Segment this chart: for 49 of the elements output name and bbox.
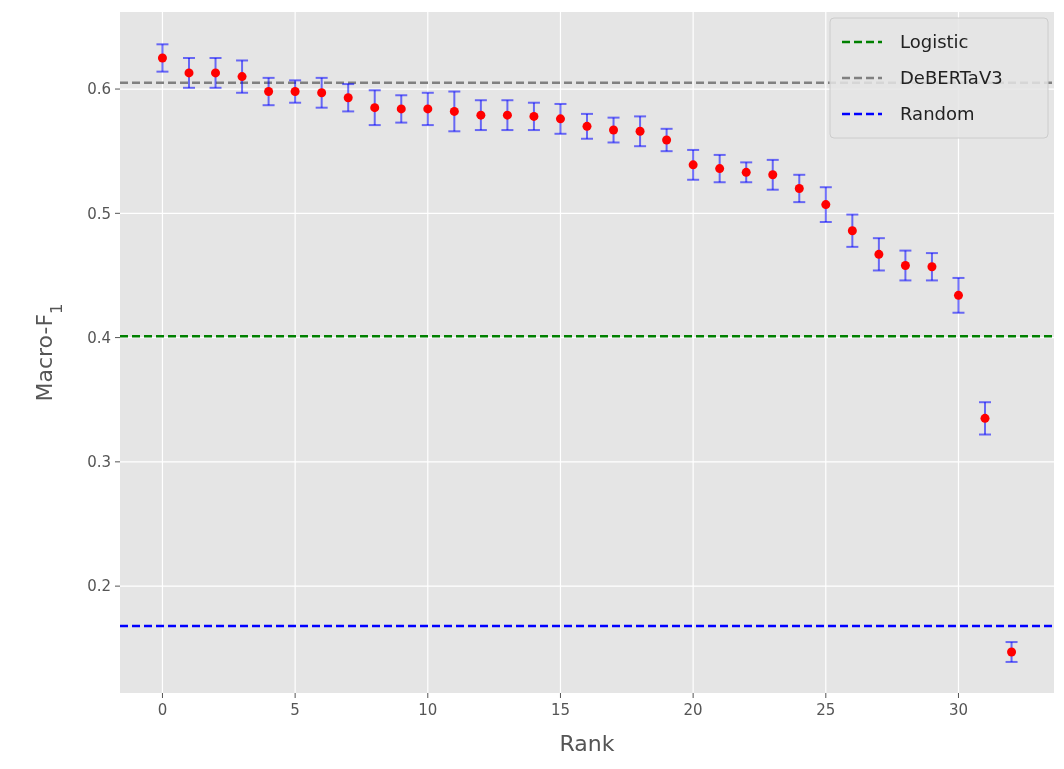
- point: [502, 110, 512, 120]
- point: [476, 110, 486, 120]
- point: [874, 249, 884, 259]
- point: [821, 200, 831, 210]
- point: [741, 167, 751, 177]
- point: [688, 160, 698, 170]
- point: [211, 68, 221, 78]
- point: [609, 125, 619, 135]
- point: [980, 413, 990, 423]
- point: [555, 114, 565, 124]
- point: [582, 121, 592, 131]
- point: [529, 111, 539, 121]
- x-tick-label: 0: [157, 701, 168, 719]
- y-tick-label: 0.4: [87, 328, 111, 347]
- y-tick-label: 0.2: [87, 577, 111, 596]
- x-axis-title: Rank: [559, 731, 615, 756]
- point: [290, 87, 300, 97]
- point: [449, 106, 459, 116]
- ref-line-label: DeBERTaV3: [900, 67, 1003, 89]
- point: [662, 135, 672, 145]
- point: [184, 68, 194, 78]
- point: [715, 164, 725, 174]
- point: [635, 126, 645, 136]
- x-tick-label: 10: [418, 701, 438, 719]
- point: [1007, 647, 1017, 657]
- x-tick-label: 15: [550, 701, 571, 719]
- point: [794, 183, 804, 193]
- y-tick-label: 0.6: [87, 80, 111, 99]
- point: [900, 261, 910, 271]
- x-tick-label: 25: [816, 701, 836, 719]
- legend-label: Logistic: [900, 31, 969, 53]
- x-tick-label: 20: [683, 701, 703, 719]
- x-tick-label: 30: [948, 701, 969, 719]
- point: [370, 103, 380, 113]
- point: [847, 226, 857, 236]
- point: [953, 290, 963, 300]
- point: [768, 170, 778, 180]
- point: [317, 88, 327, 98]
- y-tick-label: 0.5: [87, 204, 111, 223]
- point: [396, 104, 406, 114]
- point: [343, 93, 353, 103]
- legend-label: Random: [900, 103, 975, 125]
- point: [927, 262, 937, 272]
- point: [423, 104, 433, 114]
- x-tick-label: 5: [290, 701, 300, 719]
- point: [157, 53, 167, 63]
- point: [264, 87, 274, 97]
- point: [237, 72, 247, 82]
- y-tick-label: 0.3: [87, 453, 111, 472]
